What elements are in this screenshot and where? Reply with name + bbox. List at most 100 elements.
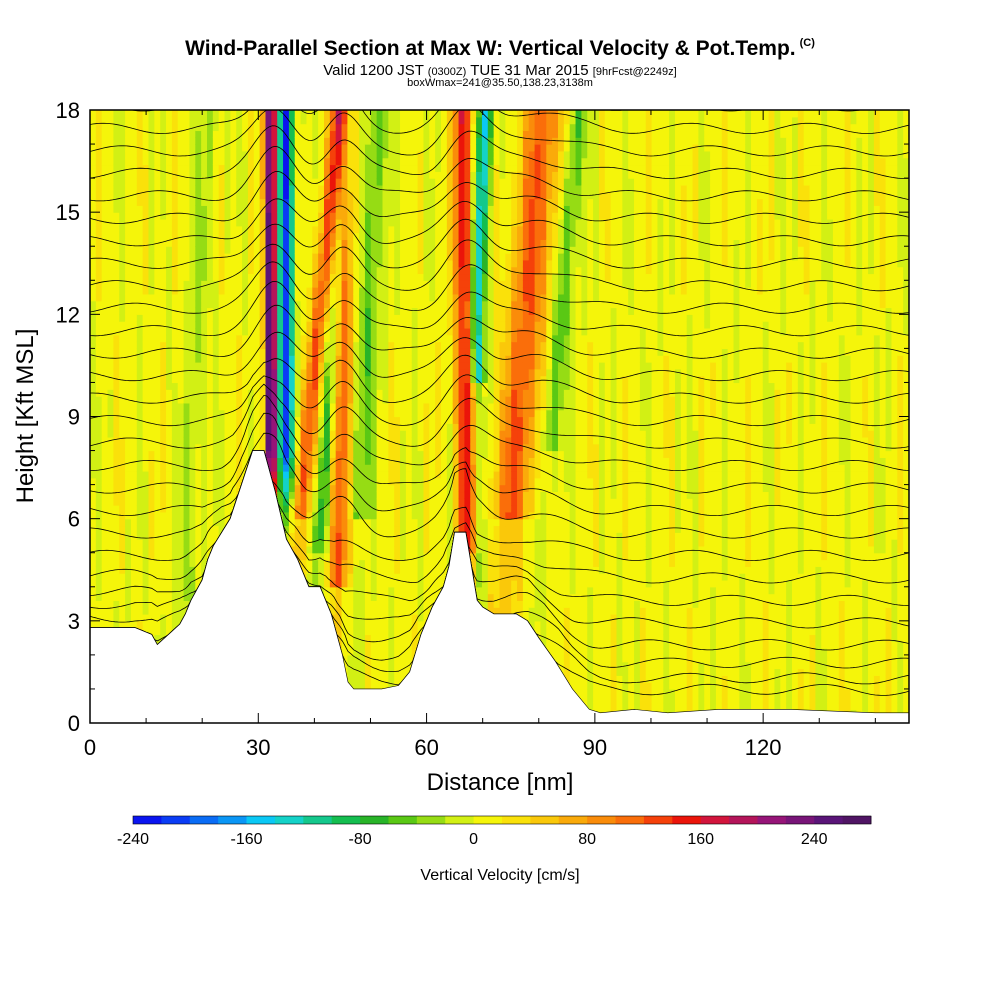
velocity-cell [177, 178, 185, 186]
velocity-cell [271, 402, 278, 411]
velocity-cell [154, 246, 161, 254]
velocity-cell [306, 396, 313, 404]
velocity-cell [189, 321, 196, 329]
velocity-cell [388, 457, 395, 465]
velocity-cell [370, 675, 378, 683]
velocity-cell [154, 464, 161, 472]
velocity-cell [347, 641, 354, 649]
velocity-cell [300, 355, 308, 363]
velocity-cell [376, 144, 384, 152]
velocity-cell [166, 620, 173, 629]
velocity-cell [347, 593, 354, 601]
velocity-cell [107, 110, 114, 118]
velocity-cell [90, 396, 97, 404]
velocity-cell [95, 314, 103, 322]
velocity-cell [347, 559, 354, 567]
velocity-cell [359, 375, 366, 384]
velocity-cell [125, 491, 132, 499]
velocity-cell [347, 457, 354, 465]
velocity-cell [236, 157, 243, 166]
velocity-cell [335, 253, 343, 261]
velocity-cell [353, 293, 360, 302]
velocity-cell [376, 539, 384, 547]
velocity-cell [207, 334, 214, 343]
velocity-cell [195, 225, 202, 234]
velocity-cell [148, 130, 155, 138]
velocity-cell [230, 327, 237, 336]
velocity-cell [405, 505, 413, 513]
velocity-cell [101, 164, 109, 172]
velocity-cell [166, 334, 173, 343]
velocity-cell [312, 423, 319, 431]
velocity-cell [324, 457, 331, 465]
velocity-cell [370, 375, 378, 384]
velocity-cell [207, 402, 214, 411]
velocity-cell [324, 355, 331, 363]
velocity-cell [335, 212, 343, 220]
velocity-cell [376, 150, 384, 159]
velocity-cell [189, 382, 196, 390]
velocity-cell [119, 389, 126, 397]
velocity-cell [189, 355, 196, 363]
velocity-cell [171, 579, 179, 588]
velocity-cell [353, 675, 360, 683]
velocity-cell [212, 409, 220, 418]
velocity-cell [171, 416, 179, 424]
velocity-cell [353, 586, 360, 595]
velocity-cell [359, 280, 366, 288]
velocity-cell [283, 348, 290, 356]
velocity-cell [154, 375, 161, 384]
velocity-cell [370, 498, 378, 506]
velocity-cell [142, 436, 150, 445]
velocity-cell [247, 341, 255, 349]
velocity-cell [195, 579, 202, 588]
velocity-cell [247, 218, 255, 227]
velocity-cell [271, 457, 278, 465]
velocity-cell [148, 484, 155, 493]
velocity-cell [207, 259, 214, 268]
velocity-cell [265, 239, 272, 247]
velocity-cell [388, 627, 395, 636]
velocity-cell [370, 184, 378, 193]
velocity-cell [376, 171, 384, 179]
velocity-cell [265, 327, 272, 336]
velocity-cell [341, 246, 348, 254]
velocity-cell [271, 334, 278, 343]
velocity-cell [382, 443, 389, 452]
velocity-cell [125, 375, 132, 384]
velocity-cell [101, 273, 109, 281]
velocity-cell [364, 491, 372, 499]
velocity-cell [329, 184, 337, 193]
velocity-cell [329, 607, 337, 615]
velocity-cell [142, 205, 150, 213]
velocity-cell [90, 579, 97, 588]
velocity-cell [195, 287, 202, 295]
velocity-cell [382, 348, 389, 356]
velocity-cell [201, 505, 208, 513]
velocity-cell [324, 300, 331, 309]
velocity-cell [394, 253, 401, 261]
velocity-cell [177, 184, 185, 193]
velocity-cell [90, 484, 97, 493]
velocity-cell [376, 389, 384, 397]
velocity-cell [329, 518, 337, 527]
velocity-cell [277, 116, 284, 125]
velocity-cell [142, 573, 150, 581]
velocity-cell [324, 266, 331, 275]
velocity-cell [312, 280, 319, 288]
velocity-cell [177, 375, 185, 384]
velocity-cell [207, 348, 214, 356]
velocity-cell [353, 484, 360, 493]
velocity-cell [119, 614, 126, 622]
velocity-cell [370, 586, 378, 595]
velocity-cell [142, 184, 150, 193]
velocity-cell [405, 484, 413, 493]
velocity-cell [142, 116, 150, 125]
velocity-cell [353, 273, 360, 281]
velocity-cell [207, 539, 214, 547]
velocity-cell [335, 116, 343, 125]
velocity-cell [189, 579, 196, 588]
velocity-cell [294, 545, 302, 554]
velocity-cell [195, 157, 202, 166]
velocity-cell [189, 287, 196, 295]
